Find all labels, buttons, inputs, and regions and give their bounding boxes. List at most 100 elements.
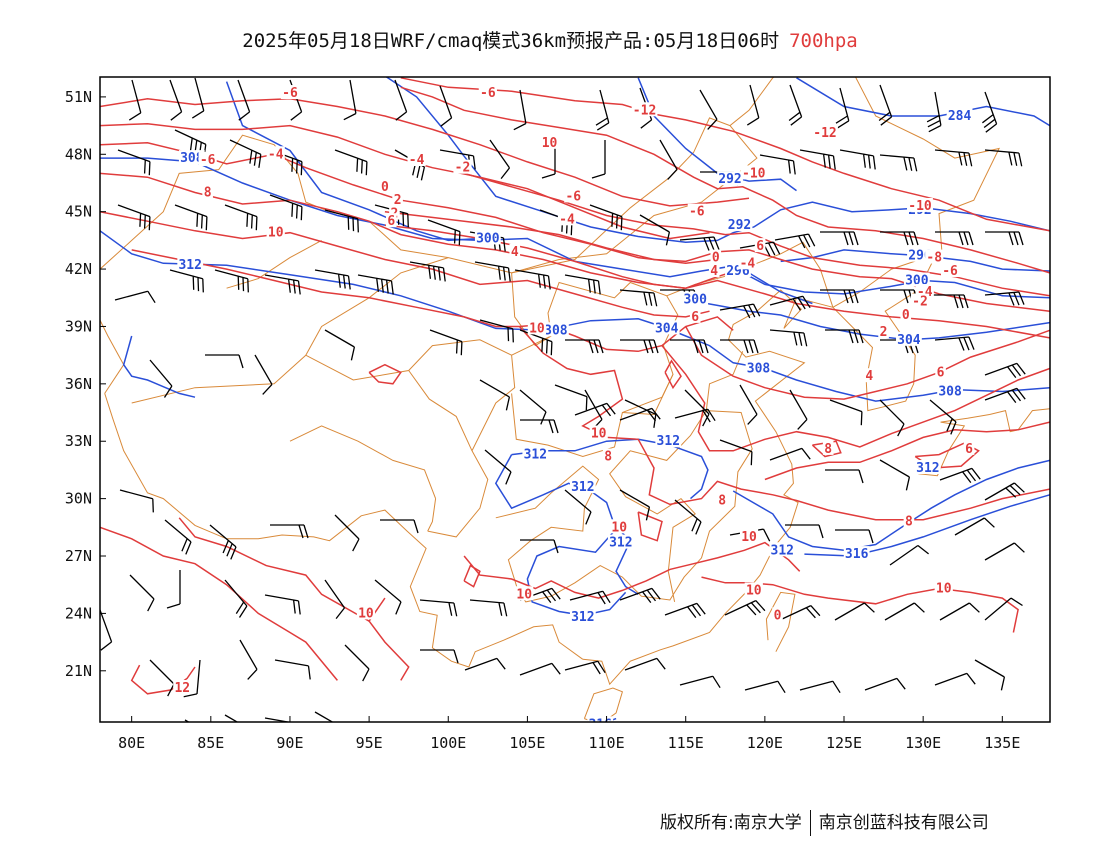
temperature-contour-label: 8 xyxy=(824,442,832,457)
temperature-contour-label: 10 xyxy=(611,520,627,535)
temperature-contour-label: 0 xyxy=(774,608,782,623)
temperature-contour-label: -4 xyxy=(559,212,575,227)
height-contour xyxy=(494,454,639,595)
temperature-contour-label: -2 xyxy=(912,295,928,310)
temperature-contour-label-bg xyxy=(389,205,400,220)
wind-barb xyxy=(789,389,808,430)
y-tick-label: 48N xyxy=(65,145,92,163)
temperature-contour-label: -4 xyxy=(740,256,756,271)
wind-barb xyxy=(574,402,616,417)
wind-barb xyxy=(878,84,893,126)
border-line xyxy=(100,318,125,394)
height-contour-label-bg xyxy=(726,217,753,232)
border-line xyxy=(765,591,796,652)
wind-barb xyxy=(825,469,864,484)
wind-barb xyxy=(839,149,876,170)
wind-barb xyxy=(974,659,1006,691)
x-tick-label: 85E xyxy=(197,734,224,752)
wind-barb xyxy=(149,659,175,697)
wind-barb xyxy=(409,261,446,282)
height-contour-label-bg xyxy=(896,331,922,346)
temperature-contour-label-bg xyxy=(515,586,534,601)
height-contour-label-bg xyxy=(177,257,204,272)
height-contour xyxy=(753,201,1050,232)
wind-barb xyxy=(664,602,706,618)
height-contour xyxy=(739,270,1050,299)
temperature-contour-label: -6 xyxy=(282,86,298,101)
height-contour xyxy=(511,438,709,500)
temperature-contour-label-bg xyxy=(716,492,728,507)
temperature-contour-label: 4 xyxy=(511,245,519,260)
border-line xyxy=(511,281,679,458)
wind-barb xyxy=(394,79,408,121)
temperature-contour-label: -12 xyxy=(813,126,836,141)
wind-barb xyxy=(984,362,1026,378)
border-line xyxy=(104,393,584,668)
temperature-contour-label: 10 xyxy=(268,226,284,241)
height-contour xyxy=(796,77,1050,127)
border-line xyxy=(131,339,516,538)
height-contour-label: 312 xyxy=(771,543,794,558)
x-tick-label: 130E xyxy=(905,734,941,752)
temperature-contour-label: 0 xyxy=(712,251,720,266)
temperature-contour-label: -4 xyxy=(268,147,284,162)
wind-barb xyxy=(334,149,368,176)
temperature-contour-label-bg xyxy=(910,293,930,308)
temperature-contour-label-bg xyxy=(379,178,391,193)
wind-barb xyxy=(479,319,514,343)
wind-barb xyxy=(324,579,346,620)
temperature-contour-label: -6 xyxy=(200,153,216,168)
temperature-contour-label: -8 xyxy=(926,251,942,266)
height-contour xyxy=(804,494,1050,557)
border-line xyxy=(427,498,437,532)
height-contour-label: 312 xyxy=(609,536,632,551)
wind-barbs xyxy=(100,77,1026,722)
temperature-contour xyxy=(463,541,801,599)
temperature-contour-label-bg xyxy=(878,324,889,339)
wind-barb xyxy=(982,91,998,133)
wind-barb xyxy=(670,339,709,354)
border-line xyxy=(918,408,1050,477)
temperature-contour-label: 10 xyxy=(591,427,607,442)
temperature-contour-label-bg xyxy=(610,519,629,534)
temperature-contour xyxy=(400,86,1050,274)
temperature-contour-label-bg xyxy=(925,249,944,264)
wind-barb xyxy=(564,274,601,295)
wind-barb xyxy=(183,659,201,698)
temperature-contour-label: 8 xyxy=(905,515,913,530)
y-tick-label: 51N xyxy=(65,88,92,106)
temperature-contour-label: 6 xyxy=(937,365,945,380)
temperature-contour-label: 6 xyxy=(756,239,764,254)
wind-barb xyxy=(769,295,811,311)
temperature-contour-label: -4 xyxy=(409,153,425,168)
temperature-contour xyxy=(637,511,663,542)
wind-barb xyxy=(619,289,658,307)
wind-barb xyxy=(314,711,334,722)
wind-barb xyxy=(427,219,461,246)
temperature-contour-label-bg xyxy=(903,513,915,528)
temperature-contour-label-bg xyxy=(589,425,608,440)
x-tick-label: 110E xyxy=(588,734,624,752)
temperature-contour-label: 10 xyxy=(529,321,545,336)
wind-barb xyxy=(117,204,151,231)
wind-barb xyxy=(684,389,710,427)
temperature-contour xyxy=(664,359,682,390)
wind-barb xyxy=(464,657,506,671)
wind-barb xyxy=(224,714,239,722)
wind-barb xyxy=(239,639,258,680)
wind-barb xyxy=(674,408,716,423)
wind-barb xyxy=(128,79,142,121)
wind-barb xyxy=(214,269,249,293)
wind-barb xyxy=(114,290,156,304)
border-line xyxy=(622,374,674,416)
height-contour xyxy=(685,298,1050,341)
wind-barb xyxy=(209,524,237,560)
wind-barb xyxy=(788,84,803,126)
temperature-contour-label-bg xyxy=(812,125,838,140)
y-tick-label: 21N xyxy=(65,662,92,680)
wind-barb xyxy=(439,85,453,127)
wind-barb xyxy=(930,294,969,309)
wind-barb xyxy=(934,672,976,686)
wind-barb xyxy=(564,489,592,525)
wind-barb xyxy=(719,303,761,319)
